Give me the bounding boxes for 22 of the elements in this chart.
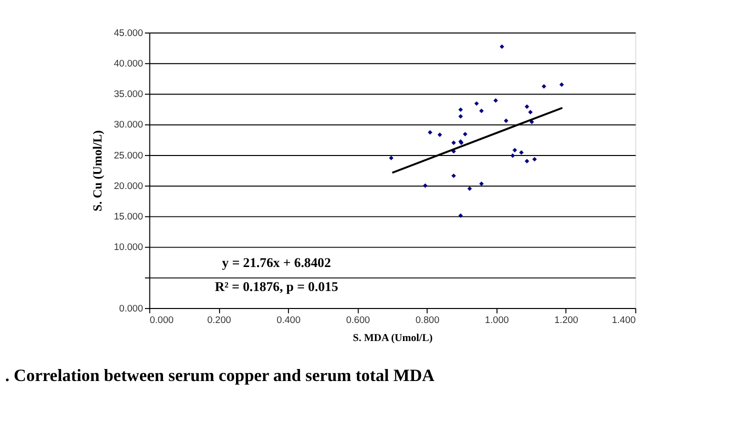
text: . Correlation between serum copper and serum total MDA: [5, 366, 436, 385]
y-tick-label: 30.000: [114, 120, 144, 131]
x-tick-label: 0.000: [150, 314, 174, 326]
annotation: y = 21.76x + 6.8402: [222, 254, 332, 270]
y-tick-label: 40.000: [114, 58, 144, 70]
x-tick-label: 0.400: [276, 314, 301, 326]
annotation: R² = 0.1876, p = 0.015: [214, 278, 338, 294]
x-tick-label: 1.200: [554, 314, 578, 326]
y-tick-label: 10.000: [114, 242, 144, 254]
y-tick-label: 20.000: [114, 180, 144, 192]
y-tick-label: 25.000: [114, 150, 144, 162]
y-tick-label: 45.000: [114, 28, 144, 39]
x-axis-title: S. MDA (Umol/L): [352, 333, 434, 344]
y-tick-label: 35.000: [114, 89, 144, 100]
x-tick-label: 0.200: [207, 314, 232, 326]
y-tick-label: 0.000: [119, 303, 144, 314]
x-tick-label: 1.400: [612, 314, 636, 326]
x-tick-label: 0.800: [415, 314, 440, 326]
x-tick-label: 1.000: [484, 314, 509, 326]
y-tick-label: 15.000: [114, 212, 144, 223]
y-axis-title: S. Cu (Umol/L): [90, 130, 104, 212]
x-tick-label: 0.600: [346, 314, 370, 326]
